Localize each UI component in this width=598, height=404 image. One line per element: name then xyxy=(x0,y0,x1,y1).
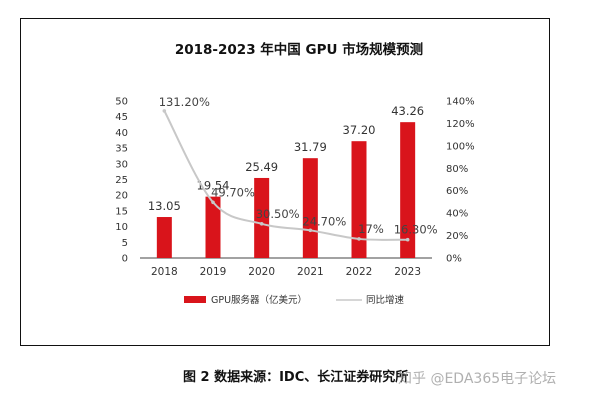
growth-label: 131.20% xyxy=(159,95,210,109)
legend-line-label: 同比增速 xyxy=(366,294,405,306)
y2-tick-label: 0% xyxy=(446,254,462,265)
y-tick-label: 25 xyxy=(115,175,128,186)
y-tick-label: 5 xyxy=(122,238,128,249)
y-tick-label: 10 xyxy=(115,222,128,233)
legend-bar-label: GPU服务器（亿美元） xyxy=(211,294,307,306)
growth-label: 49.70% xyxy=(211,185,255,199)
y2-tick-label: 140% xyxy=(446,97,475,108)
x-tick-label: 2023 xyxy=(394,266,421,278)
bar xyxy=(254,177,270,258)
bar xyxy=(351,141,367,258)
growth-label: 30.50% xyxy=(256,207,300,221)
y2-tick-label: 20% xyxy=(446,231,468,242)
growth-point xyxy=(308,228,313,233)
growth-point xyxy=(357,237,361,241)
y2-tick-label: 60% xyxy=(446,186,468,197)
x-tick-label: 2021 xyxy=(297,266,324,278)
x-tick-label: 2022 xyxy=(346,266,373,278)
bar xyxy=(302,158,318,258)
growth-label: 17% xyxy=(358,222,384,236)
y-tick-label: 15 xyxy=(115,206,128,217)
growth-label: 24.70% xyxy=(302,214,346,228)
bar-value-label: 13.05 xyxy=(148,199,181,213)
figure-caption: 图 2 数据来源：IDC、长江证券研究所 xyxy=(183,370,409,385)
y-tick-label: 0 xyxy=(122,254,128,265)
y-tick-label: 20 xyxy=(115,191,128,202)
chart-frame xyxy=(20,18,550,346)
y2-tick-label: 40% xyxy=(446,209,468,220)
growth-point xyxy=(162,109,167,113)
y-tick-label: 35 xyxy=(115,144,128,155)
bar xyxy=(205,196,221,258)
bar xyxy=(400,122,416,258)
bar-value-label: 25.49 xyxy=(245,160,278,174)
watermark: 知乎 @EDA365电子论坛 xyxy=(398,371,557,387)
x-tick-label: 2020 xyxy=(248,266,275,278)
bar-value-label: 43.26 xyxy=(391,104,424,118)
y2-tick-label: 80% xyxy=(446,164,468,175)
bar xyxy=(156,217,172,258)
y-tick-label: 50 xyxy=(115,97,128,108)
growth-point xyxy=(405,237,410,242)
y2-tick-label: 120% xyxy=(446,119,475,130)
y-tick-label: 40 xyxy=(115,128,128,139)
bar-value-label: 31.79 xyxy=(294,140,327,154)
x-tick-label: 2018 xyxy=(151,266,178,278)
chart-title: 2018-2023 年中国 GPU 市场规模预测 xyxy=(174,42,424,58)
legend-bar-swatch xyxy=(184,296,206,303)
y2-tick-label: 100% xyxy=(446,141,475,152)
bar-value-label: 37.20 xyxy=(343,123,376,137)
growth-label: 16.30% xyxy=(394,223,438,237)
growth-point xyxy=(211,200,215,205)
growth-point xyxy=(259,221,264,226)
y-tick-label: 30 xyxy=(115,159,128,170)
x-tick-label: 2019 xyxy=(200,266,227,278)
y-tick-label: 45 xyxy=(115,112,128,123)
